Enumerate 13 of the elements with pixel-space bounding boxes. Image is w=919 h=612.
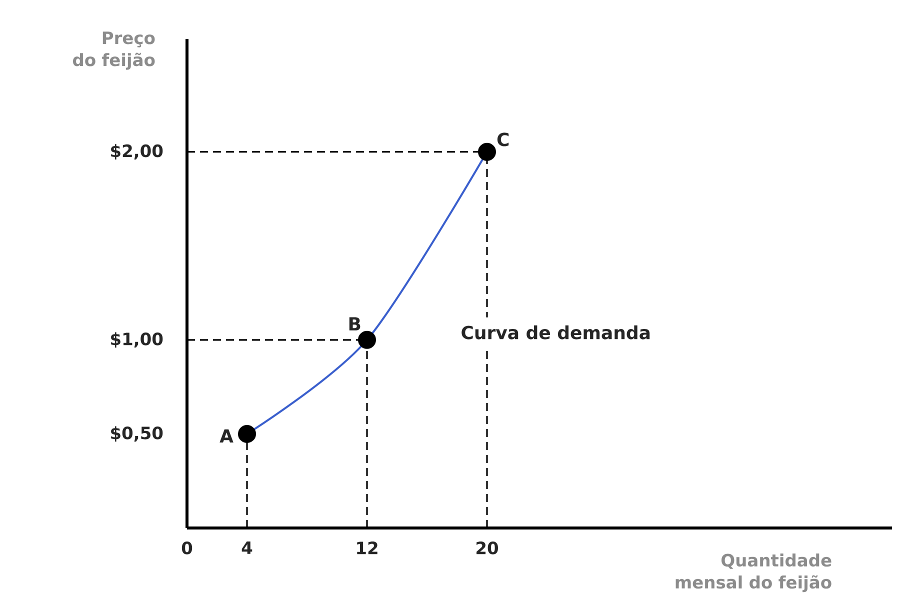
x-tick-label: 4 xyxy=(242,542,252,554)
x-tick-label: 12 xyxy=(357,542,378,554)
y-axis-title: Preço do feijão xyxy=(72,32,155,70)
annotation: Curva de demanda xyxy=(462,325,650,340)
annotation: A xyxy=(220,429,234,443)
y-tick-label: $2,00 xyxy=(111,144,163,160)
y-tick-label: $1,00 xyxy=(111,332,163,348)
x-tick-label: 0 xyxy=(182,542,192,554)
x-tick-label: 20 xyxy=(476,542,498,554)
annotation: B xyxy=(349,317,360,330)
y-tick-label: $0,50 xyxy=(111,426,163,442)
x-axis-title: Quantidade mensal do feijão xyxy=(676,554,832,592)
annotation: C xyxy=(497,132,509,146)
